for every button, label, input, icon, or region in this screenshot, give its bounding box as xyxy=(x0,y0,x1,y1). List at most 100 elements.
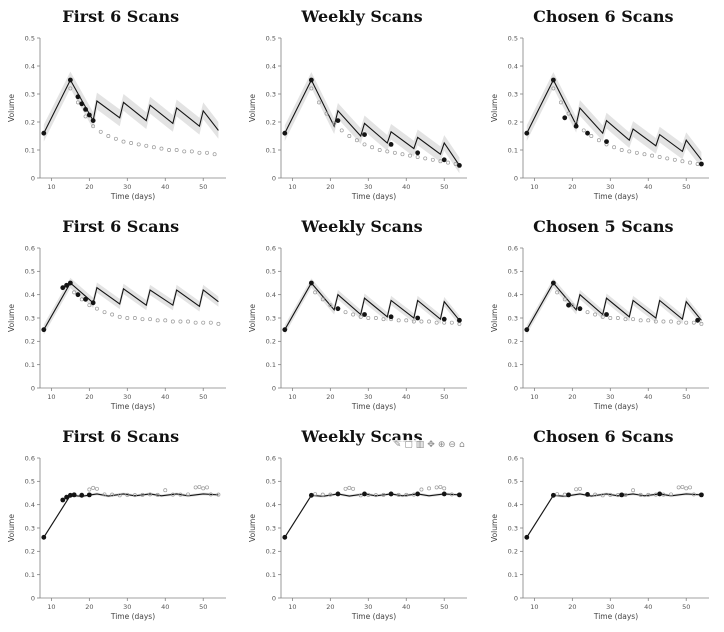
svg-text:20: 20 xyxy=(568,393,576,401)
restore-view-icon[interactable]: ⌂ xyxy=(458,440,465,450)
svg-text:0.6: 0.6 xyxy=(266,454,276,462)
svg-text:0: 0 xyxy=(514,174,518,182)
svg-text:Time (days): Time (days) xyxy=(110,192,155,201)
svg-text:50: 50 xyxy=(199,393,207,401)
svg-text:20: 20 xyxy=(568,603,576,611)
svg-text:0.5: 0.5 xyxy=(266,34,276,42)
axes-toolbar: ✎ ▢ ▥ ✥ ⊕ ⊖ ⌂ xyxy=(391,440,467,450)
svg-text:Time (days): Time (days) xyxy=(110,612,155,621)
svg-text:Volume: Volume xyxy=(7,304,16,332)
svg-text:0.2: 0.2 xyxy=(25,338,35,346)
svg-text:0.3: 0.3 xyxy=(266,314,276,322)
svg-text:0: 0 xyxy=(31,384,35,392)
svg-text:0.4: 0.4 xyxy=(266,62,276,70)
svg-text:0.1: 0.1 xyxy=(25,361,35,369)
svg-text:0.1: 0.1 xyxy=(266,571,276,579)
chart-canvas: 10 20 30 40 50 0 0.1 0.2 0.3 0.4 0.5 0.6 Time (days)… xyxy=(245,240,477,418)
svg-text:50: 50 xyxy=(199,183,207,191)
svg-text:0.5: 0.5 xyxy=(507,34,517,42)
svg-text:30: 30 xyxy=(606,393,614,401)
svg-text:0: 0 xyxy=(31,594,35,602)
subplot-title: First 6 Scans xyxy=(62,427,180,446)
zoom-in-icon[interactable]: ⊕ xyxy=(437,440,446,450)
svg-text:0.3: 0.3 xyxy=(25,90,35,98)
svg-text:30: 30 xyxy=(123,603,131,611)
chart-canvas: 10 20 30 40 50 0 0.1 0.2 0.3 0.4 0.5 0.6 Time (days)… xyxy=(487,450,719,628)
svg-text:50: 50 xyxy=(682,393,690,401)
svg-text:Time (days): Time (days) xyxy=(351,192,396,201)
svg-text:40: 40 xyxy=(402,603,410,611)
svg-text:0.1: 0.1 xyxy=(25,571,35,579)
svg-text:50: 50 xyxy=(682,183,690,191)
svg-text:10: 10 xyxy=(289,183,297,191)
svg-text:0.5: 0.5 xyxy=(507,478,517,486)
svg-text:0.4: 0.4 xyxy=(507,62,517,70)
svg-text:0: 0 xyxy=(31,174,35,182)
svg-text:Volume: Volume xyxy=(490,514,499,542)
svg-text:0.2: 0.2 xyxy=(507,338,517,346)
subplot-row1-col3: Chosen 6 Scans 10 20 30 40 50 0 0.1 0.2 0.3 0.4 0.… xyxy=(483,0,724,210)
subplot-row2-col1: First 6 Scans 10 20 30 40 50 0 0.1 0.2 0.3 0.4 0.5… xyxy=(0,210,241,420)
subplot-row3-col3: Chosen 6 Scans 10 20 30 40 50 0 0.1 0.2 0.3 0.4 0.… xyxy=(483,420,724,630)
svg-text:0.5: 0.5 xyxy=(266,268,276,276)
svg-text:0.5: 0.5 xyxy=(25,34,35,42)
subplot-title: Weekly Scans xyxy=(301,7,423,26)
svg-text:Volume: Volume xyxy=(248,304,257,332)
pan-icon[interactable]: ✥ xyxy=(427,440,435,450)
svg-text:0.1: 0.1 xyxy=(507,361,517,369)
chart-canvas: 10 20 30 40 50 0 0.1 0.2 0.3 0.4 0.5 0.6 Time (days)… xyxy=(487,240,719,418)
svg-text:Time (days): Time (days) xyxy=(593,192,638,201)
svg-text:0.4: 0.4 xyxy=(507,291,517,299)
svg-text:Time (days): Time (days) xyxy=(593,612,638,621)
svg-text:10: 10 xyxy=(530,603,538,611)
svg-text:0.3: 0.3 xyxy=(507,90,517,98)
svg-text:Volume: Volume xyxy=(248,514,257,542)
svg-text:50: 50 xyxy=(199,603,207,611)
svg-text:0.4: 0.4 xyxy=(25,291,35,299)
subplot-title: Weekly Scans xyxy=(301,217,423,236)
svg-text:0.3: 0.3 xyxy=(507,524,517,532)
svg-text:0.1: 0.1 xyxy=(25,146,35,154)
brush-icon[interactable]: ✎ xyxy=(393,440,402,450)
subplot-title: Chosen 6 Scans xyxy=(533,427,674,446)
svg-text:Volume: Volume xyxy=(7,94,16,122)
svg-text:30: 30 xyxy=(364,183,372,191)
svg-text:0.5: 0.5 xyxy=(507,268,517,276)
subplot-row2-col3: Chosen 5 Scans 10 20 30 40 50 0 0.1 0.2 0.3 0.4 0.… xyxy=(483,210,724,420)
subplot-row1-col2: Weekly Scans 10 20 30 40 50 0 0.1 0.2 0.3 0.4 0.5 T… xyxy=(241,0,482,210)
svg-text:10: 10 xyxy=(530,393,538,401)
svg-text:0.4: 0.4 xyxy=(266,291,276,299)
subplot-title: Chosen 6 Scans xyxy=(533,7,674,26)
svg-text:0.1: 0.1 xyxy=(507,146,517,154)
svg-text:40: 40 xyxy=(644,393,652,401)
svg-text:10: 10 xyxy=(47,393,55,401)
subplot-row3-col1: First 6 Scans 10 20 30 40 50 0 0.1 0.2 0.3 0.4 0.5… xyxy=(0,420,241,630)
svg-text:0.6: 0.6 xyxy=(266,244,276,252)
svg-text:Time (days): Time (days) xyxy=(351,612,396,621)
svg-text:20: 20 xyxy=(327,603,335,611)
svg-text:40: 40 xyxy=(402,183,410,191)
svg-text:0.1: 0.1 xyxy=(507,571,517,579)
svg-text:40: 40 xyxy=(402,393,410,401)
svg-text:20: 20 xyxy=(85,603,93,611)
svg-text:40: 40 xyxy=(644,603,652,611)
svg-text:10: 10 xyxy=(289,603,297,611)
svg-text:0.5: 0.5 xyxy=(266,478,276,486)
svg-text:50: 50 xyxy=(440,183,448,191)
zoom-out-icon[interactable]: ⊖ xyxy=(448,440,456,450)
svg-text:0: 0 xyxy=(272,594,276,602)
svg-text:30: 30 xyxy=(606,603,614,611)
svg-text:20: 20 xyxy=(85,393,93,401)
subplot-title: First 6 Scans xyxy=(62,7,180,26)
svg-text:0.2: 0.2 xyxy=(507,118,517,126)
svg-text:40: 40 xyxy=(644,183,652,191)
svg-text:10: 10 xyxy=(47,183,55,191)
svg-text:40: 40 xyxy=(161,393,169,401)
svg-text:0.2: 0.2 xyxy=(25,548,35,556)
copy-icon[interactable]: ▥ xyxy=(415,440,425,450)
datatips-icon[interactable]: ▢ xyxy=(404,440,413,450)
svg-text:0: 0 xyxy=(272,174,276,182)
svg-text:0.6: 0.6 xyxy=(507,454,517,462)
subplot-row1-col1: First 6 Scans 10 20 30 40 50 0 0.1 0.2 0.3 0.4 0.5… xyxy=(0,0,241,210)
